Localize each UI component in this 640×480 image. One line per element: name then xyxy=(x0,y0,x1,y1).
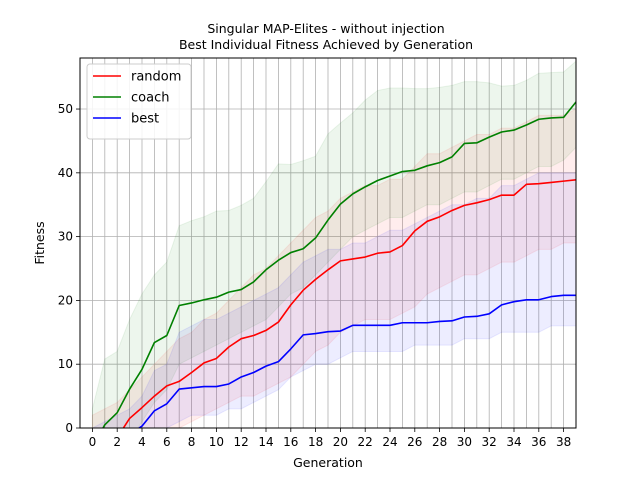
legend-frame xyxy=(86,63,192,140)
legend-label-best: best xyxy=(131,112,159,127)
y-axis: 0 10 20 30 40 50 xyxy=(58,102,80,435)
y-axis-label: Fitness xyxy=(32,221,47,264)
y-tick-label: 50 xyxy=(58,102,73,116)
best-line xyxy=(137,294,576,428)
coach-line xyxy=(102,101,576,428)
legend-label-random: random xyxy=(131,70,181,85)
y-tick-label: 10 xyxy=(58,357,73,371)
x-tick-label: 32 xyxy=(482,435,497,449)
x-tick-label: 0 xyxy=(89,435,97,449)
x-tick-label: 4 xyxy=(138,435,146,449)
x-tick-label: 12 xyxy=(234,435,249,449)
x-tick-label: 14 xyxy=(258,435,273,449)
x-tick-label: 30 xyxy=(457,435,472,449)
x-tick-label: 8 xyxy=(188,435,196,449)
y-tick-label: 40 xyxy=(58,166,73,180)
chart-subtitle: Best Individual Fitness Achieved by Gene… xyxy=(179,37,473,52)
x-tick-label: 26 xyxy=(407,435,422,449)
x-tick-label: 34 xyxy=(506,435,521,449)
plot-frame xyxy=(79,57,577,429)
legend-label-coach: coach xyxy=(131,91,169,106)
x-tick-label: 2 xyxy=(113,435,121,449)
random-band xyxy=(91,108,576,428)
x-tick-label: 22 xyxy=(358,435,373,449)
x-tick-label: 28 xyxy=(432,435,447,449)
x-axis: 0 2 4 6 8 10 12 14 16 18 20 22 24 26 28 30 32 34 36 38 xyxy=(89,428,571,449)
best-band xyxy=(91,172,576,428)
y-tick-label: 30 xyxy=(58,230,73,244)
series-lines xyxy=(102,101,576,428)
x-tick-label: 6 xyxy=(163,435,171,449)
x-tick-label: 16 xyxy=(283,435,298,449)
random-line xyxy=(122,179,576,428)
x-tick-label: 20 xyxy=(333,435,348,449)
x-tick-label: 38 xyxy=(556,435,571,449)
legend: random coach best xyxy=(86,63,192,140)
y-tick-label: 0 xyxy=(65,421,73,435)
x-axis-label: Generation xyxy=(293,455,363,470)
x-tick-label: 24 xyxy=(382,435,397,449)
chart-title: Singular MAP-Elites - without injection xyxy=(207,21,444,36)
x-tick-label: 10 xyxy=(209,435,224,449)
x-tick-label: 36 xyxy=(531,435,546,449)
y-tick-label: 20 xyxy=(58,293,73,307)
x-tick-label: 18 xyxy=(308,435,323,449)
